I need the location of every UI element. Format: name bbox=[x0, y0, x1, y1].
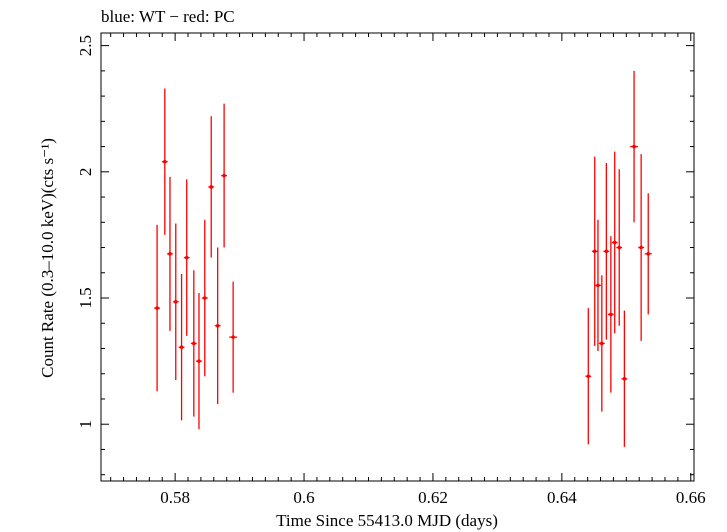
point-marker bbox=[646, 252, 651, 256]
point-marker bbox=[639, 245, 643, 250]
data-point bbox=[598, 275, 605, 412]
data-point bbox=[190, 270, 197, 417]
data-point bbox=[229, 281, 238, 393]
data-point bbox=[167, 176, 173, 331]
data-point bbox=[201, 219, 208, 377]
point-marker bbox=[209, 185, 214, 189]
x-tick-label: 0.64 bbox=[547, 488, 577, 507]
y-tick-label: 1 bbox=[76, 420, 95, 429]
x-tick-label: 0.66 bbox=[676, 488, 706, 507]
data-point bbox=[183, 179, 190, 336]
x-axis-label: Time Since 55413.0 MJD (days) bbox=[276, 511, 498, 530]
point-marker bbox=[231, 335, 235, 339]
point-marker bbox=[173, 300, 178, 304]
data-point bbox=[638, 154, 645, 341]
point-marker bbox=[192, 341, 196, 346]
x-tick-label: 0.62 bbox=[418, 488, 448, 507]
x-tick-label: 0.58 bbox=[160, 488, 190, 507]
data-point bbox=[196, 292, 202, 430]
x-tick-label: 0.6 bbox=[293, 488, 314, 507]
point-marker bbox=[184, 255, 189, 260]
point-marker bbox=[179, 345, 184, 350]
point-marker bbox=[622, 376, 627, 381]
point-marker bbox=[596, 283, 600, 288]
y-axis-ticks: 1 1.5 2 2.5 bbox=[76, 35, 694, 476]
point-marker bbox=[600, 341, 604, 346]
point-marker bbox=[609, 312, 613, 317]
point-marker bbox=[604, 249, 609, 254]
data-point bbox=[221, 103, 228, 248]
data-point bbox=[611, 151, 618, 334]
point-marker bbox=[202, 296, 207, 300]
data-point bbox=[595, 219, 601, 352]
data-point bbox=[607, 236, 614, 393]
point-marker bbox=[168, 252, 172, 256]
y-tick-label: 2 bbox=[76, 168, 95, 177]
chart-title: blue: WT − red: PC bbox=[101, 7, 235, 26]
data-point bbox=[208, 116, 215, 258]
point-marker bbox=[197, 359, 201, 363]
data-point bbox=[154, 224, 160, 392]
y-tick-label: 2.5 bbox=[76, 35, 95, 56]
data-point bbox=[585, 308, 592, 445]
y-axis-label: Count Rate (0.3–10.0 keV)(cts s⁻¹) bbox=[38, 138, 57, 378]
x-axis-ticks: 0.58 0.6 0.62 0.64 0.66 bbox=[110, 33, 706, 507]
point-marker bbox=[586, 374, 591, 379]
data-point bbox=[172, 223, 179, 381]
data-points bbox=[154, 70, 652, 447]
point-marker bbox=[612, 240, 617, 245]
point-marker bbox=[632, 144, 636, 149]
data-point bbox=[616, 169, 623, 326]
point-marker bbox=[155, 306, 159, 310]
point-marker bbox=[215, 323, 220, 328]
point-marker bbox=[617, 245, 622, 250]
plot-frame bbox=[100, 32, 695, 482]
point-marker bbox=[163, 159, 167, 164]
data-point bbox=[161, 88, 168, 235]
y-tick-label: 1.5 bbox=[76, 287, 95, 308]
data-point bbox=[603, 162, 610, 340]
data-point bbox=[591, 156, 598, 346]
data-point bbox=[644, 193, 652, 315]
data-point bbox=[214, 247, 221, 405]
point-marker bbox=[592, 249, 597, 254]
data-point bbox=[178, 274, 185, 421]
data-point bbox=[621, 310, 628, 447]
point-marker bbox=[222, 173, 226, 178]
data-point bbox=[630, 70, 638, 223]
